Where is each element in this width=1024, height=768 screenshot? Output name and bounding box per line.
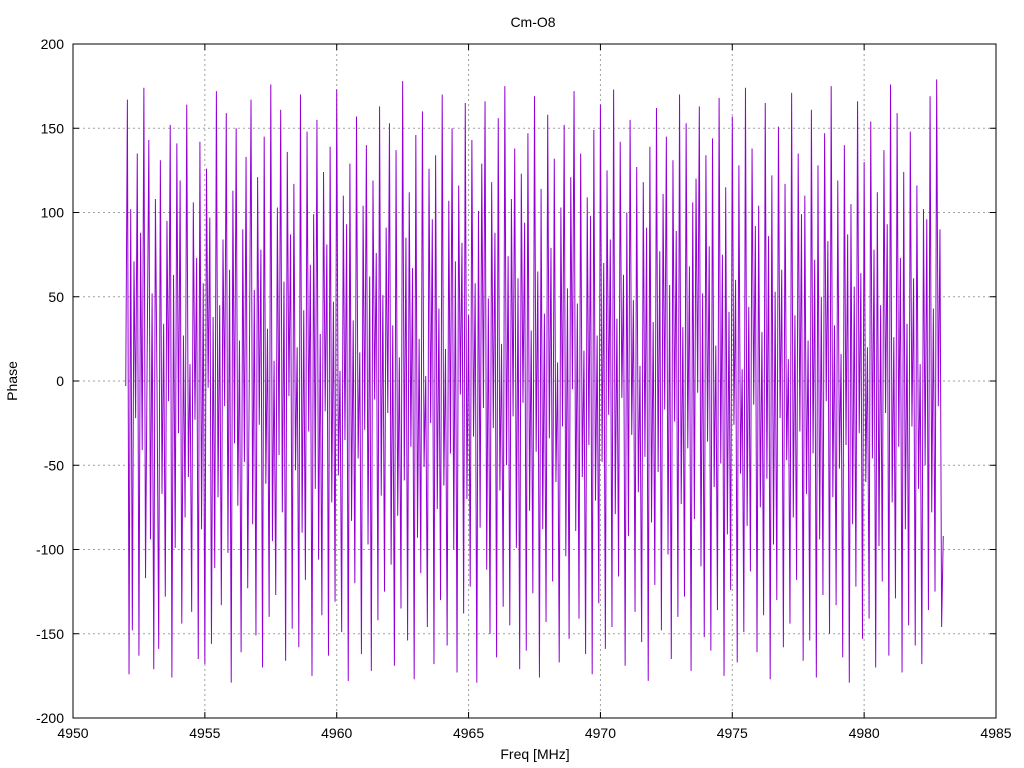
y-tick-label: -100 xyxy=(36,542,64,558)
x-tick-label: 4960 xyxy=(321,725,352,741)
x-tick-label: 4975 xyxy=(717,725,748,741)
x-axis-title: Freq [MHz] xyxy=(500,746,569,762)
y-tick-label: 100 xyxy=(41,205,65,221)
y-tick-label: 0 xyxy=(56,373,64,389)
axis-ticks: 4950 4955 4960 4965 4970 4975 4980 4985 -200 -150… xyxy=(36,36,1012,741)
y-axis-title: Phase xyxy=(4,361,20,401)
y-tick-label: -200 xyxy=(36,710,64,726)
x-tick-label: 4955 xyxy=(189,725,220,741)
x-tick-label: 4985 xyxy=(980,725,1011,741)
y-tick-label: 200 xyxy=(41,36,65,52)
x-tick-label: 4965 xyxy=(453,725,484,741)
series-line xyxy=(125,79,944,683)
y-tick-label: 50 xyxy=(48,289,64,305)
x-tick-label: 4950 xyxy=(57,725,88,741)
x-tick-label: 4980 xyxy=(849,725,880,741)
y-tick-label: -50 xyxy=(44,457,64,473)
series-layer xyxy=(125,79,944,683)
y-tick-label: -150 xyxy=(36,626,64,642)
y-tick-label: 150 xyxy=(41,120,65,136)
x-tick-label: 4970 xyxy=(585,725,616,741)
chart-title: Cm-O8 xyxy=(510,14,555,30)
